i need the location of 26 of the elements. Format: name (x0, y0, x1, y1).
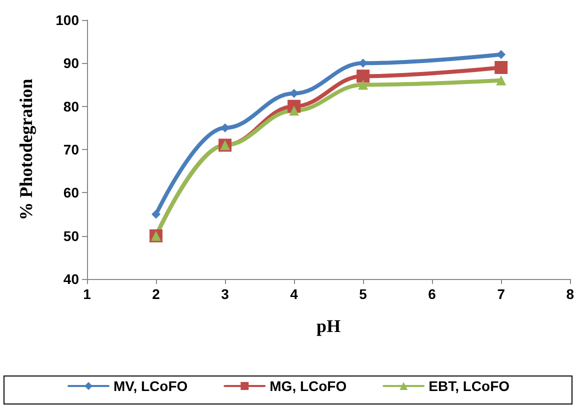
legend-label: MV, LCoFO (113, 378, 188, 394)
y-axis-title: % Photodegration (16, 78, 36, 220)
point (289, 106, 300, 116)
legend-label: MG, LCoFO (270, 378, 347, 394)
point (152, 210, 161, 219)
x-tick-label: 1 (83, 286, 92, 302)
point (356, 70, 370, 83)
y-tick-label: 70 (63, 142, 80, 158)
y-tick-label: 50 (63, 228, 80, 244)
y-tick-label: 90 (63, 55, 80, 72)
x-tick-label: 5 (359, 286, 368, 302)
x-tick-label: 4 (290, 286, 298, 302)
point (358, 80, 368, 90)
x-tick-label: 3 (221, 286, 230, 302)
point (496, 75, 506, 86)
x-tick-label: 7 (497, 286, 506, 302)
x-tick-label: 8 (566, 286, 574, 302)
y-tick-label: 60 (63, 184, 80, 201)
y-tick-label: 100 (56, 12, 80, 28)
y-tick-label: 40 (63, 271, 80, 287)
legend-label: EBT, LCoFO (428, 378, 510, 394)
y-tick-label: 80 (63, 98, 80, 114)
x-tick-label: 2 (152, 286, 160, 302)
x-tick-label: 6 (428, 286, 436, 302)
x-axis-title: pH (316, 316, 341, 336)
point (494, 60, 508, 74)
